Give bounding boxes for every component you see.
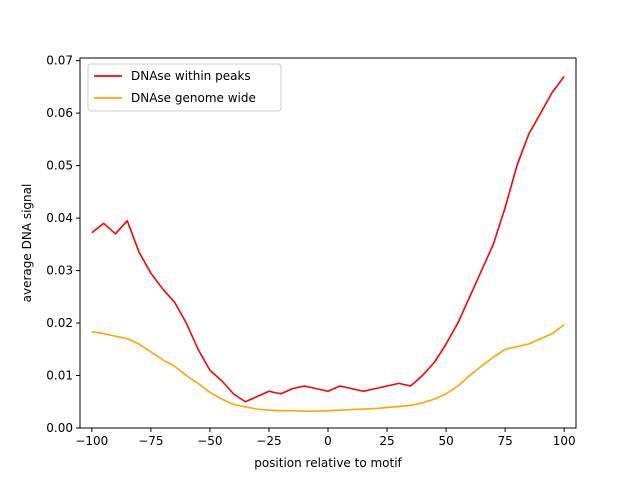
x-tick-label: −50: [197, 434, 222, 448]
series-line-dnase-within-peaks: [91, 75, 565, 403]
x-tick-label: 50: [438, 434, 453, 448]
x-tick-label: −100: [75, 434, 108, 448]
axis-ticks: −100 −75 −50 −25 0 25 50 75 100 0.00 0.01 0.02 0.03 0…: [46, 54, 575, 448]
y-tick-label: 0.02: [46, 316, 73, 330]
x-tick-label: −25: [256, 434, 281, 448]
series-line-dnase-genome-wide: [91, 323, 565, 413]
y-tick-label: 0.00: [46, 421, 73, 435]
y-tick-label: 0.07: [46, 54, 73, 68]
legend-box: [87, 63, 282, 112]
y-tick-label: 0.01: [46, 369, 73, 383]
series-lines: [91, 75, 565, 413]
plot-frame: [79, 57, 577, 429]
y-tick-label: 0.06: [46, 106, 73, 120]
y-tick-label: 0.05: [46, 159, 73, 173]
y-tick-label: 0.04: [46, 211, 73, 225]
legend-label-dnase-within-peaks: DNAse within peaks: [131, 69, 251, 83]
legend: DNAse within peaks DNAse genome wide: [87, 63, 282, 112]
x-tick-label: −75: [138, 434, 163, 448]
y-tick-label: 0.03: [46, 264, 73, 278]
y-axis-label: average DNA signal: [20, 184, 34, 303]
x-tick-label: 25: [379, 434, 394, 448]
x-tick-label: 75: [498, 434, 513, 448]
x-axis-label: position relative to motif: [254, 456, 402, 470]
x-tick-label: 0: [324, 434, 332, 448]
legend-label-dnase-genome-wide: DNAse genome wide: [131, 91, 256, 105]
x-tick-label: 100: [553, 434, 576, 448]
